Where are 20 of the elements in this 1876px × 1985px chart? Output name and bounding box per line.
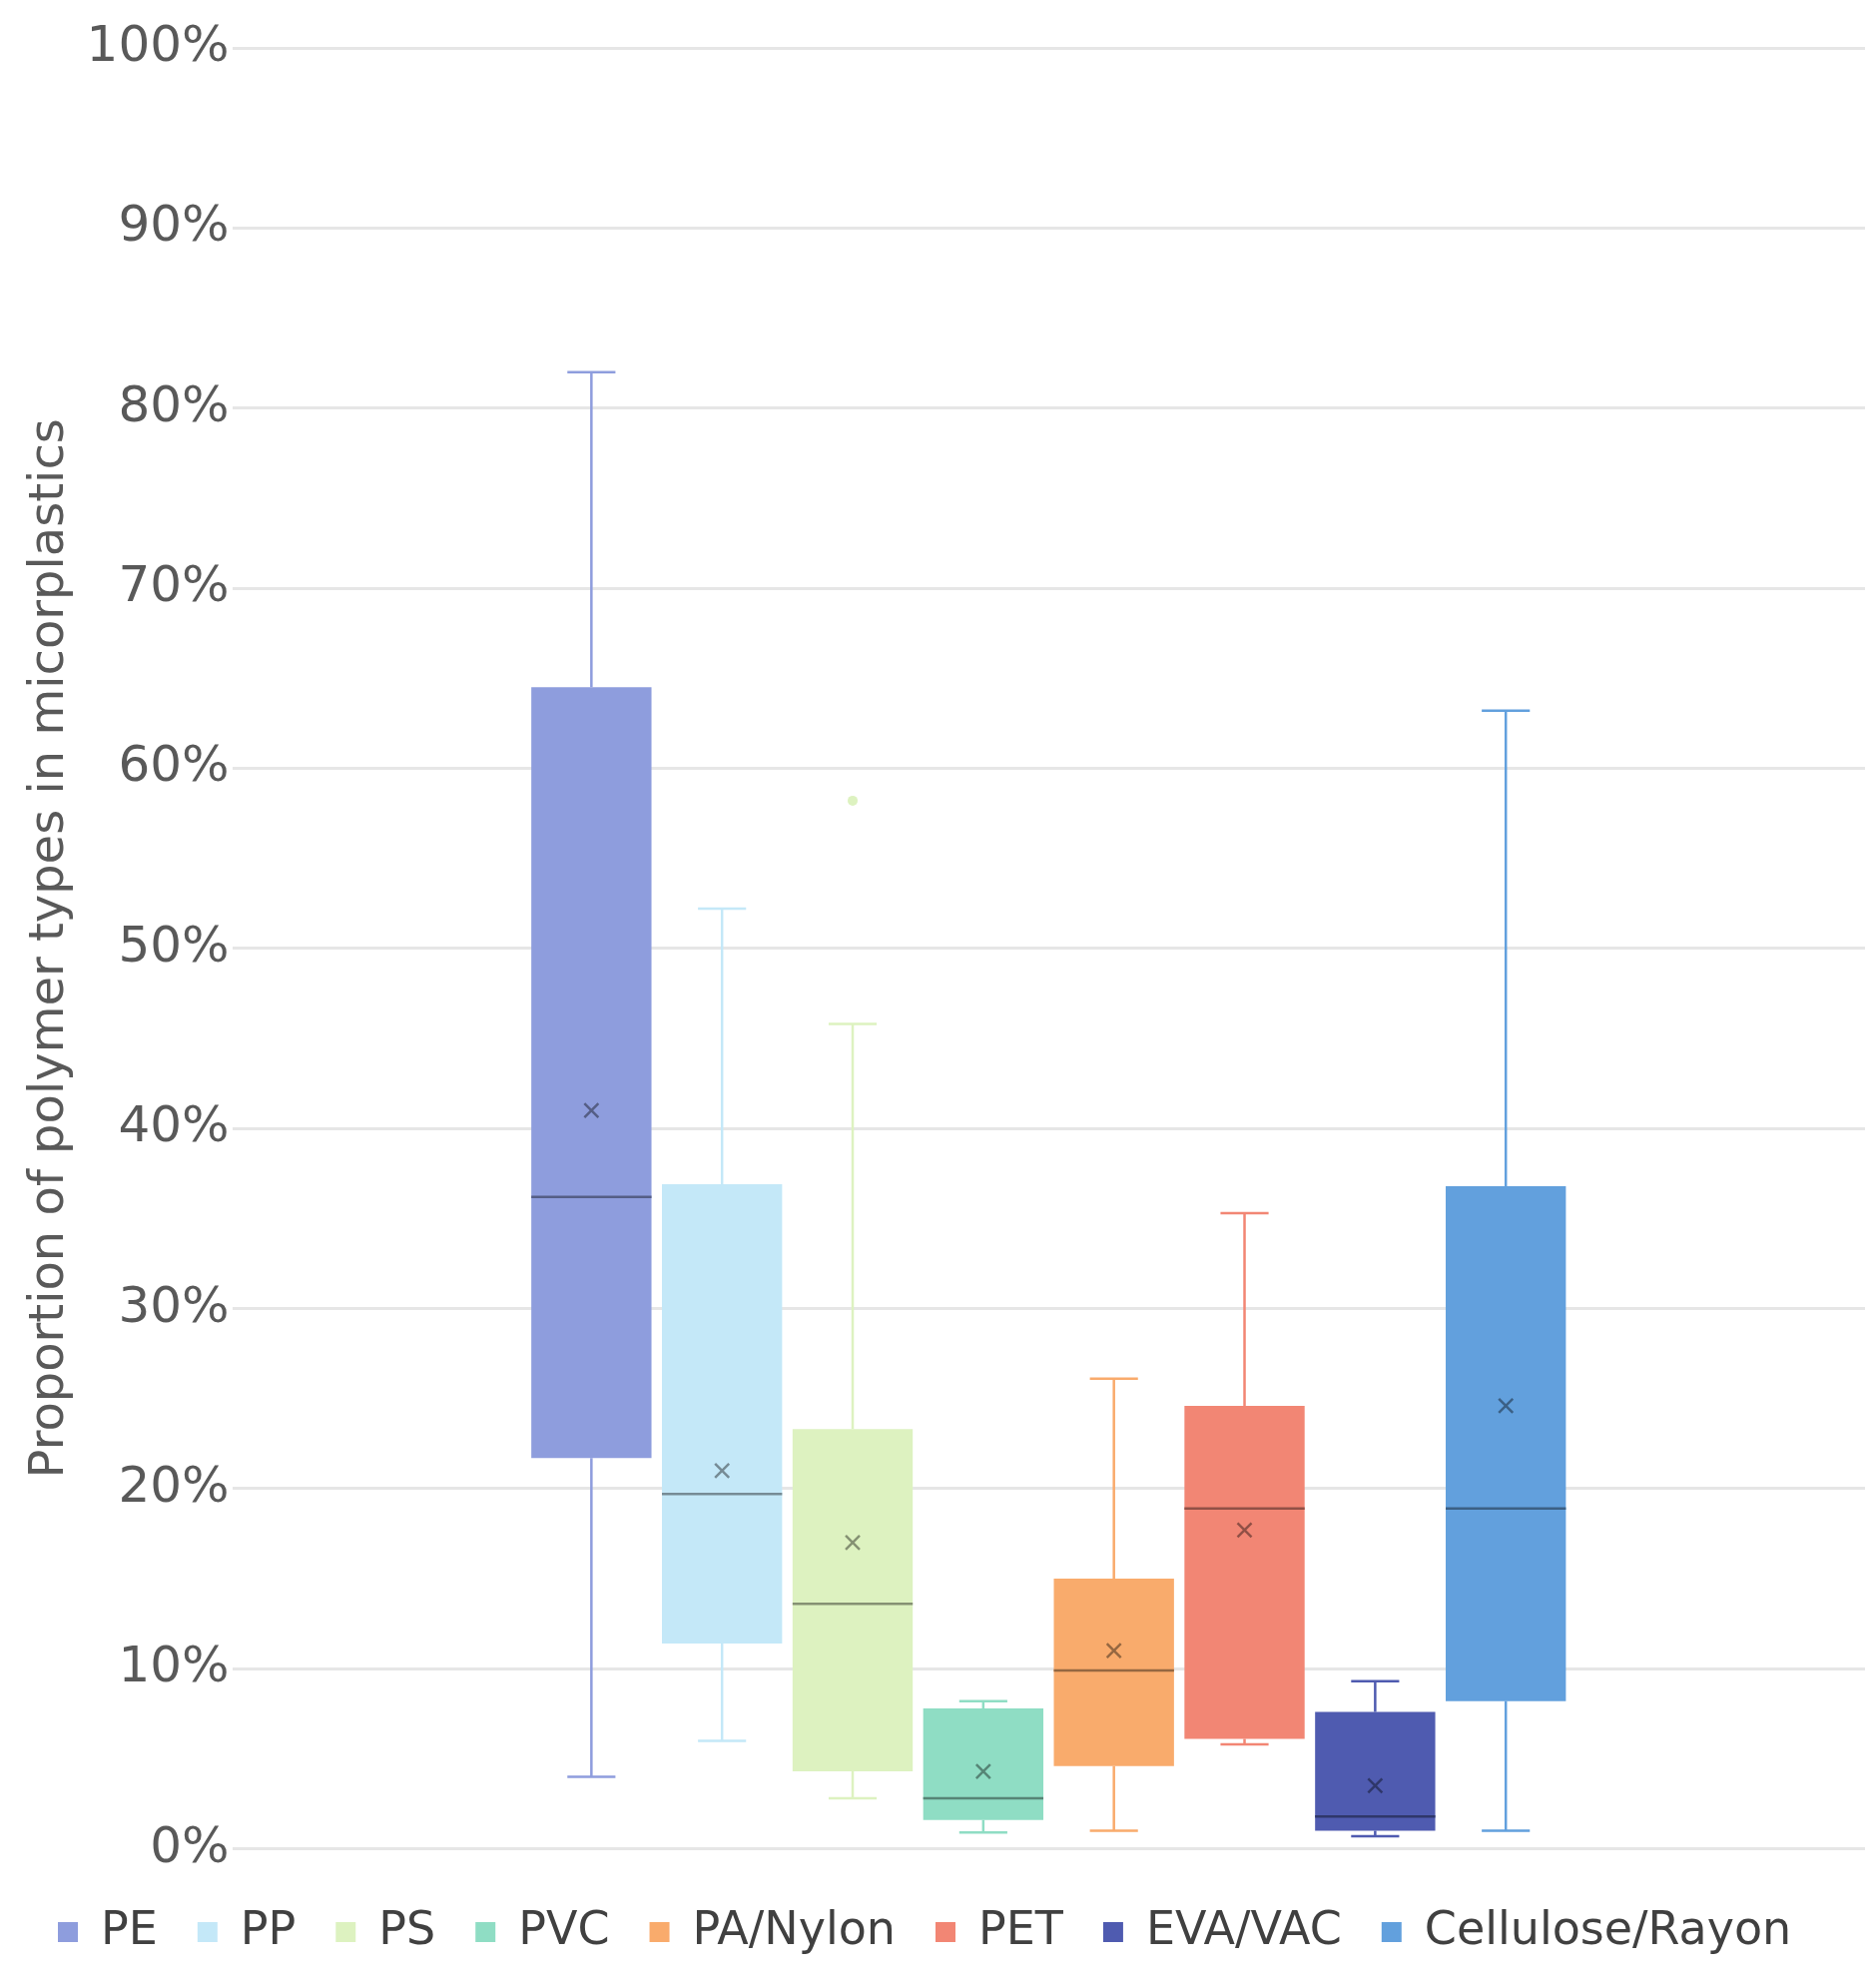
y-tick-label: 90%	[118, 195, 230, 254]
legend-label: PP	[240, 1900, 297, 1955]
legend-label: PVC	[518, 1900, 610, 1955]
y-tick-label: 20%	[118, 1455, 230, 1514]
legend-label: EVA/VAC	[1145, 1900, 1342, 1955]
y-tick-label: 0%	[150, 1815, 230, 1874]
y-tick-label: 30%	[118, 1275, 230, 1334]
legend-label: PS	[378, 1900, 436, 1955]
y-axis-title: Proportion of polymer types in micorplastics	[18, 418, 75, 1479]
y-tick-label: 50%	[118, 915, 230, 974]
legend-label: Cellulose/Rayon	[1424, 1900, 1792, 1955]
legend-label: PET	[978, 1900, 1064, 1955]
y-tick-label: 70%	[118, 555, 230, 614]
y-tick-label: 10%	[118, 1636, 230, 1694]
y-tick-label: 60%	[118, 735, 230, 794]
legend-label: PA/Nylon	[692, 1900, 897, 1955]
y-tick-label: 80%	[118, 374, 230, 433]
y-tick-label: 100%	[86, 14, 230, 73]
legend-label: PE	[101, 1900, 158, 1955]
y-tick-label: 40%	[118, 1095, 230, 1154]
